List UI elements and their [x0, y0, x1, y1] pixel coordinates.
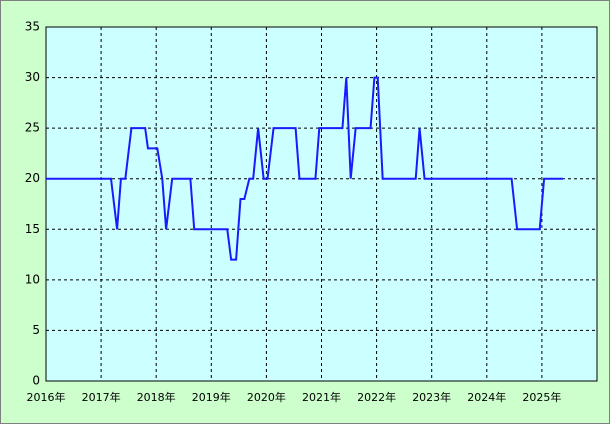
- x-tick-label: 2021年: [302, 390, 341, 404]
- y-tick-label: 25: [25, 121, 40, 135]
- y-tick-label: 30: [25, 70, 40, 84]
- x-tick-label: 2023年: [412, 390, 451, 404]
- x-tick-label: 2017年: [82, 390, 121, 404]
- y-tick-label: 5: [32, 323, 40, 337]
- x-tick-label: 2025年: [522, 390, 561, 404]
- x-tick-label: 2019年: [192, 390, 231, 404]
- x-tick-label: 2020年: [247, 390, 286, 404]
- x-tick-label: 2024年: [467, 390, 506, 404]
- y-tick-label: 20: [25, 171, 40, 185]
- y-tick-label: 0: [32, 374, 40, 388]
- y-tick-label: 35: [25, 20, 40, 34]
- y-tick-label: 15: [25, 222, 40, 236]
- x-tick-label: 2018年: [137, 390, 176, 404]
- x-tick-label: 2022年: [357, 390, 396, 404]
- y-tick-label: 10: [25, 272, 40, 286]
- line-series: [46, 76, 563, 261]
- x-tick-label: 2016年: [27, 390, 66, 404]
